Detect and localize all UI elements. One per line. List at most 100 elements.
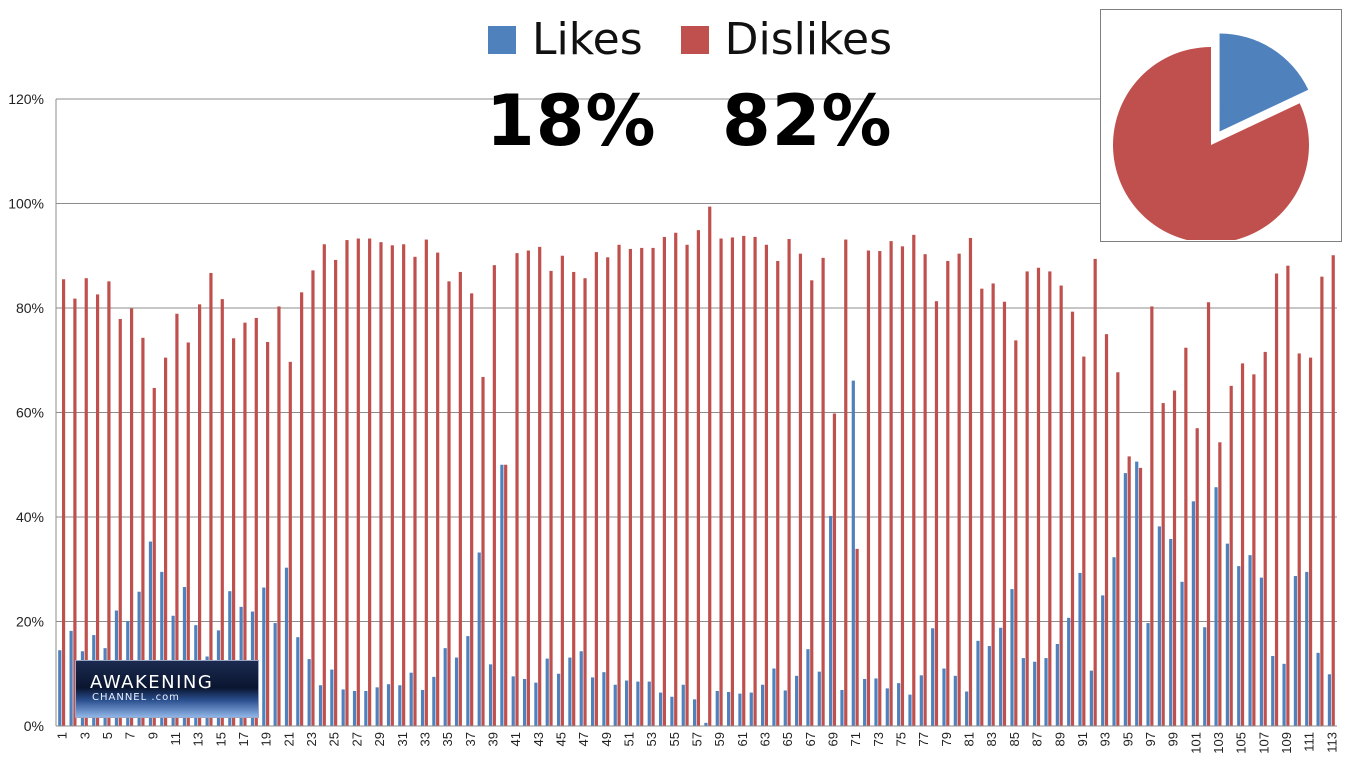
x-tick-label: 47: [576, 732, 591, 746]
x-tick-label: 55: [667, 732, 682, 746]
bar-dislikes: [118, 318, 122, 726]
bar-likes: [1214, 487, 1218, 726]
bar-dislikes: [628, 248, 632, 726]
bar-dislikes: [1025, 271, 1029, 726]
bar-dislikes: [288, 361, 292, 726]
bar-likes: [1157, 526, 1161, 726]
bar-likes: [965, 691, 969, 726]
bar-dislikes: [243, 322, 247, 726]
bar-likes: [1169, 538, 1173, 726]
bar-dislikes: [798, 253, 803, 726]
bar-likes: [1055, 643, 1059, 726]
x-tick-label: 59: [712, 732, 727, 746]
x-tick-label: 103: [1211, 732, 1226, 754]
bar-dislikes: [526, 250, 530, 726]
bar-dislikes: [1127, 456, 1131, 726]
x-tick-label: 67: [803, 732, 818, 746]
x-tick-label: 35: [440, 732, 455, 746]
bar-dislikes: [549, 270, 553, 726]
bar-dislikes: [254, 317, 258, 726]
bar-dislikes: [61, 279, 66, 726]
bar-likes: [613, 684, 617, 726]
y-tick-label: 40%: [16, 509, 44, 525]
bar-dislikes: [1286, 265, 1290, 726]
bar-dislikes: [776, 260, 780, 726]
bar-likes: [806, 649, 810, 726]
bar-dislikes: [175, 313, 179, 726]
bar-dislikes: [1014, 340, 1018, 726]
bar-likes: [1123, 473, 1127, 726]
bar-dislikes: [1184, 347, 1188, 726]
x-tick-label: 89: [1052, 732, 1067, 746]
bar-dislikes: [1320, 276, 1324, 726]
bar-likes: [908, 694, 912, 726]
x-tick-label: 97: [1143, 732, 1158, 746]
bar-likes: [330, 669, 334, 726]
bar-dislikes: [470, 293, 474, 726]
logo-line2: CHANNEL .com: [92, 692, 180, 703]
bar-likes: [897, 683, 901, 726]
bar-dislikes: [878, 251, 882, 727]
bar-dislikes: [1116, 372, 1120, 726]
bar-dislikes: [345, 240, 349, 726]
bar-dislikes: [1308, 357, 1313, 726]
bar-dislikes: [1036, 267, 1041, 726]
bar-dislikes: [84, 278, 88, 726]
bar-dislikes: [129, 308, 134, 726]
bar-likes: [1225, 543, 1230, 726]
bar-dislikes: [1240, 363, 1245, 726]
bar-dislikes: [1274, 273, 1279, 726]
bar-dislikes: [1297, 353, 1301, 726]
bar-dislikes: [1150, 306, 1154, 726]
bar-likes: [1021, 658, 1025, 726]
legend-item-dislikes: Dislikes: [680, 14, 893, 65]
bar-likes: [284, 567, 289, 726]
x-axis-ticks: 1 3 5 7 9 11 13 15 17 19 21 23 25 27 29 31 33 35 37 39 41 43 4…: [55, 732, 1340, 754]
bar-likes: [432, 676, 436, 726]
x-tick-label: 91: [1075, 732, 1090, 746]
bar-dislikes: [1229, 385, 1233, 726]
bar-dislikes: [594, 252, 598, 726]
x-tick-label: 111: [1302, 732, 1317, 752]
bar-dislikes: [946, 260, 950, 726]
bar-likes: [352, 690, 357, 726]
bar-likes: [1327, 674, 1332, 726]
x-tick-label: 37: [463, 732, 478, 746]
x-tick-label: 25: [327, 732, 342, 746]
bar-dislikes: [277, 306, 281, 726]
bar-likes: [749, 692, 753, 726]
bar-likes: [341, 689, 345, 726]
bar-dislikes: [764, 244, 769, 726]
bar-dislikes: [583, 278, 587, 726]
legend-label-dislikes: Dislikes: [724, 14, 893, 65]
bar-likes: [1203, 627, 1207, 726]
pie-slice-likes: [1219, 33, 1309, 132]
bar-likes: [1112, 557, 1116, 726]
x-tick-label: 85: [1007, 732, 1022, 746]
bar-likes: [874, 678, 878, 726]
bar-dislikes: [821, 257, 825, 726]
bar-dislikes: [220, 299, 224, 726]
bar-dislikes: [934, 301, 939, 726]
bar-dislikes: [753, 236, 757, 726]
bar-likes: [999, 627, 1003, 726]
y-axis-ticks: 0% 20% 40% 60% 80% 100% 120%: [8, 91, 44, 734]
bar-dislikes: [1161, 403, 1165, 726]
x-tick-label: 109: [1279, 732, 1294, 754]
x-tick-label: 19: [259, 732, 274, 746]
bar-dislikes: [515, 253, 519, 726]
bar-dislikes: [266, 341, 270, 726]
bar-dislikes: [1252, 374, 1256, 726]
y-tick-label: 80%: [16, 300, 44, 316]
x-tick-label: 7: [123, 732, 138, 739]
bar-likes: [1191, 501, 1195, 726]
bar-likes: [693, 699, 697, 726]
bar-dislikes: [606, 257, 610, 726]
x-tick-label: 29: [372, 732, 387, 746]
bar-dislikes: [662, 236, 666, 726]
bar-likes: [987, 646, 991, 726]
x-tick-label: 43: [531, 732, 546, 746]
bar-likes: [228, 591, 232, 726]
bar-likes: [273, 623, 277, 726]
bar-likes: [1282, 663, 1286, 726]
